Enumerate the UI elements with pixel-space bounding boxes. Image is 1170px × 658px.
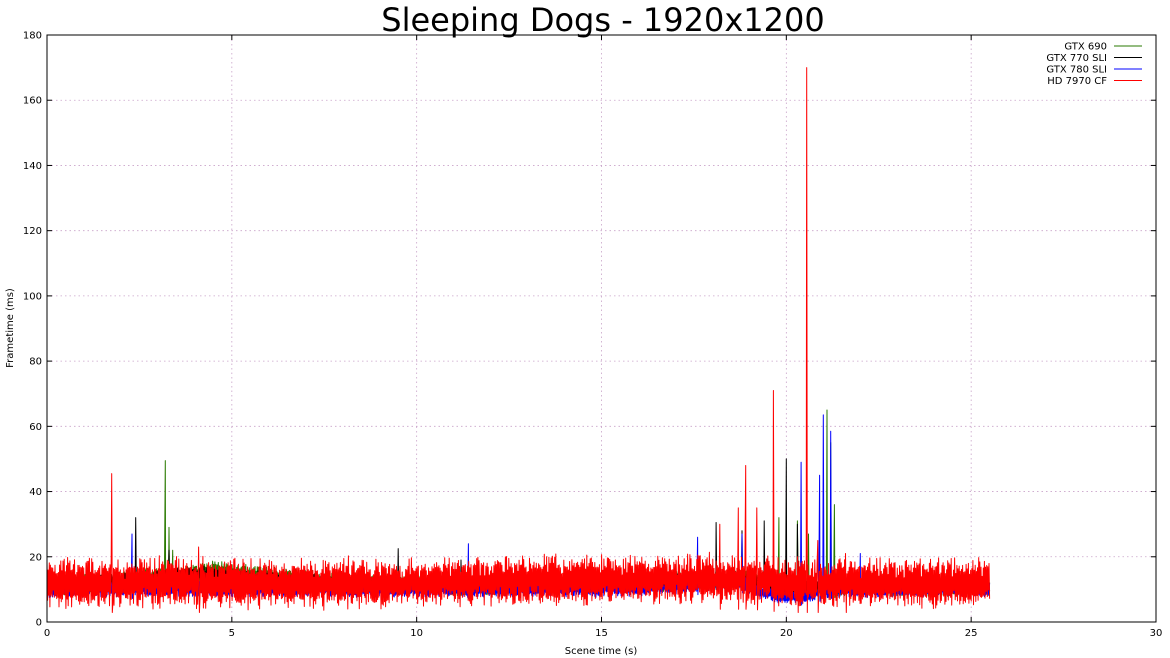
y-axis-label: Frametime (ms) (5, 288, 16, 368)
y-tick-label: 120 (23, 226, 42, 237)
series-line-hd-7970-cf (47, 67, 991, 613)
axis-ticks (46, 34, 1157, 623)
legend-label: GTX 690 (1064, 42, 1107, 53)
chart-title: Sleeping Dogs - 1920x1200 (381, 1, 824, 39)
x-tick-label: 10 (410, 628, 423, 639)
y-tick-label: 0 (36, 618, 42, 629)
tick-labels: 0 5 10 15 20 25 30 0 20 40 60 80 100 120 140 160 180 (23, 31, 1162, 640)
y-tick-label: 40 (29, 487, 42, 498)
x-tick-label: 20 (780, 628, 793, 639)
y-tick-label: 160 (23, 96, 42, 107)
x-tick-label: 25 (965, 628, 978, 639)
x-axis-label: Scene time (s) (565, 646, 638, 657)
y-tick-label: 140 (23, 161, 42, 172)
x-tick-label: 5 (229, 628, 235, 639)
legend-label: GTX 770 SLI (1046, 53, 1107, 64)
y-tick-label: 80 (29, 357, 42, 368)
x-tick-label: 30 (1150, 628, 1163, 639)
x-tick-label: 0 (44, 628, 50, 639)
y-tick-label: 60 (29, 422, 42, 433)
y-tick-label: 20 (29, 552, 42, 563)
legend-label: HD 7970 CF (1047, 76, 1107, 87)
legend-label: GTX 780 SLI (1046, 65, 1107, 76)
y-tick-label: 100 (23, 291, 42, 302)
series-lines (47, 67, 991, 613)
y-tick-label: 180 (23, 31, 42, 42)
grid-lines (47, 35, 1156, 622)
x-tick-label: 15 (595, 628, 608, 639)
